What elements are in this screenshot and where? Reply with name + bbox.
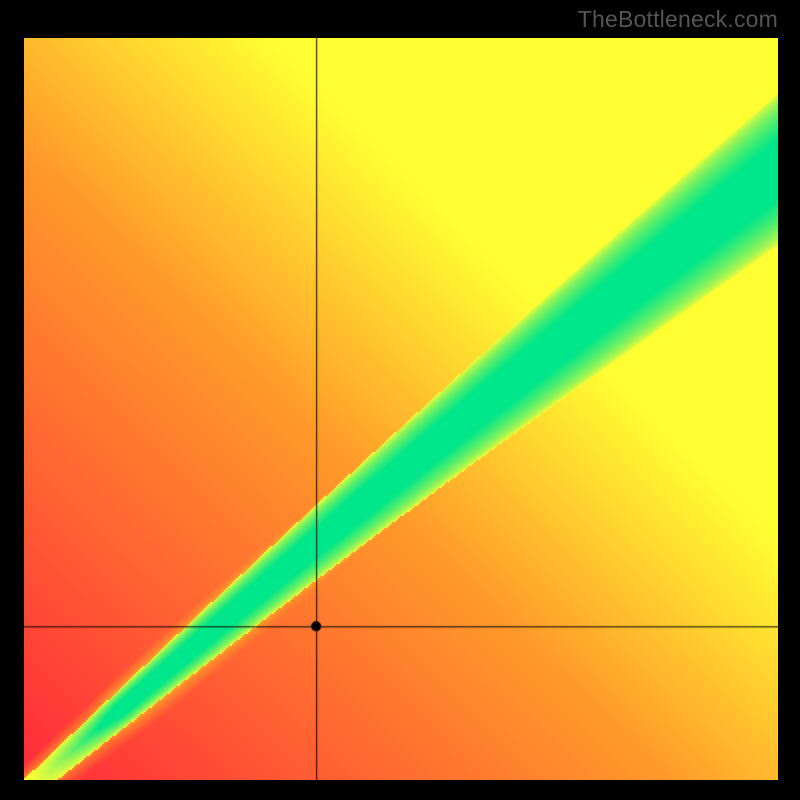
watermark-text: TheBottleneck.com xyxy=(578,6,778,33)
bottleneck-heatmap xyxy=(24,38,778,780)
